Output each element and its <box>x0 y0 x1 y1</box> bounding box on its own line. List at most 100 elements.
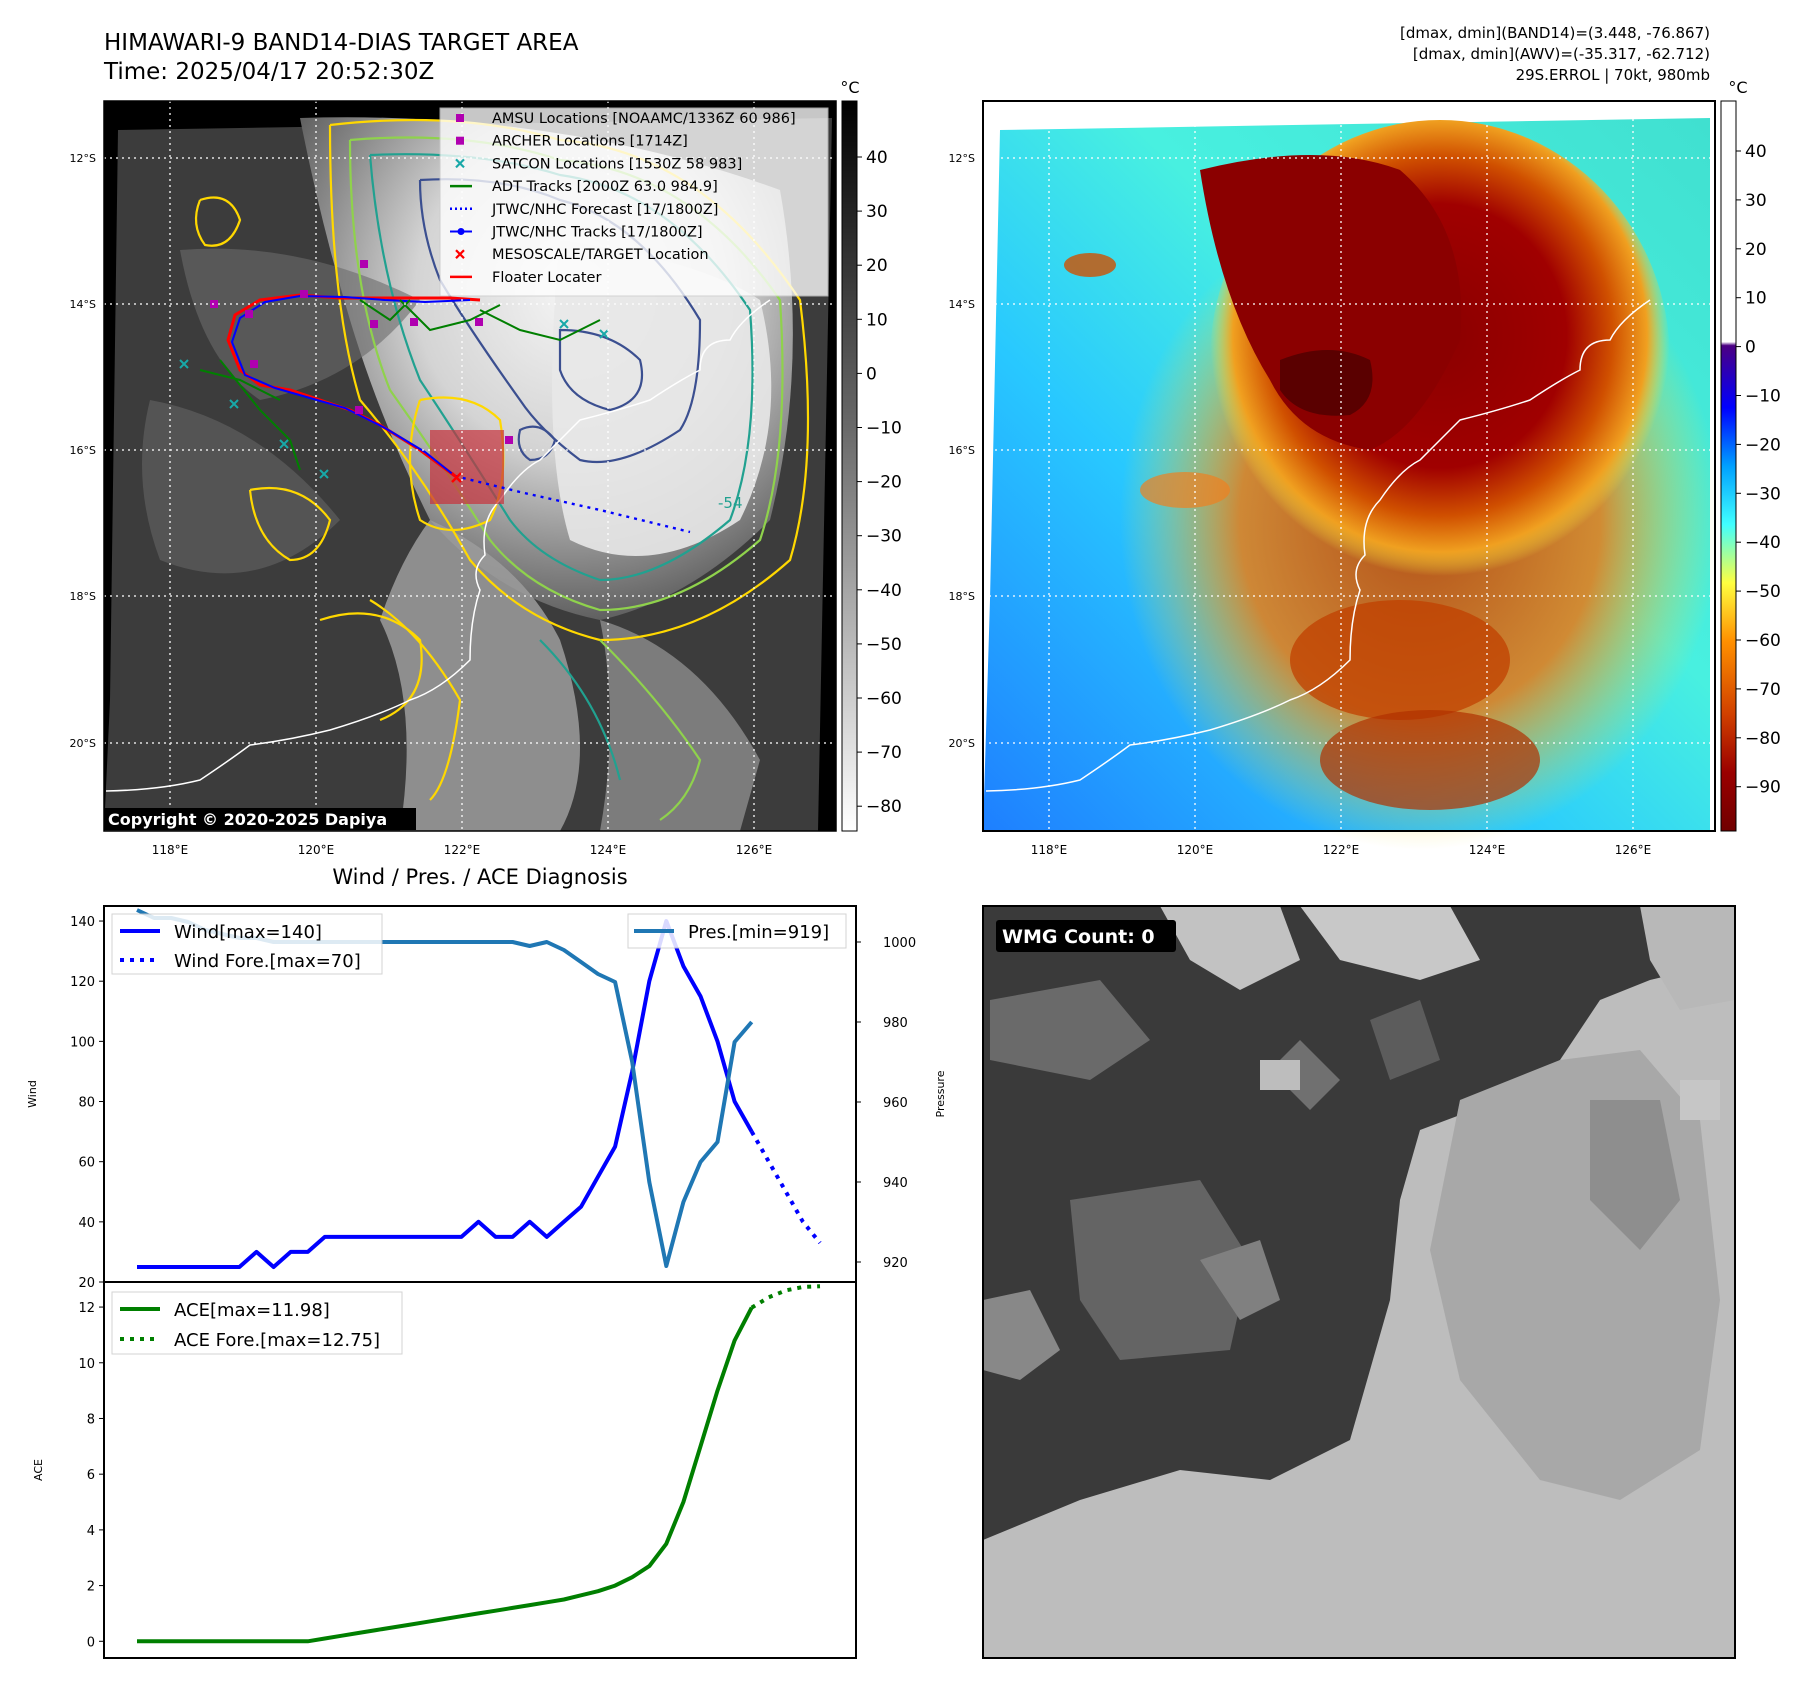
colorbar-tick-label: −30 <box>1745 484 1781 504</box>
colorbar-tick-label: −30 <box>866 527 902 547</box>
pressure-tick-label: 920 <box>883 1256 908 1271</box>
legend-label: Floater Locater <box>492 270 601 286</box>
ace-tick-label: 10 <box>78 1357 95 1372</box>
copyright-box <box>104 808 416 830</box>
lon-label: 122°E <box>444 843 481 857</box>
legend-entry: MESOSCALE/TARGET Location <box>455 247 709 263</box>
right-colorbar-ticks: 40 30 20 10 0 −10 −20 −30 −40 −50 −60 −70 −80 −90 <box>1736 142 1781 798</box>
colorbar-tick-label: −10 <box>866 419 902 439</box>
legend-entry: AMSU Locations [NOAAMC/1336Z 60 986] <box>456 111 796 127</box>
ace-tick-label: 2 <box>87 1580 95 1595</box>
colorbar-tick-label: 30 <box>866 202 888 222</box>
colorbar-tick-label: −20 <box>866 473 902 493</box>
colorbar-tick-label: 0 <box>1745 338 1756 358</box>
wind-tick-label: 120 <box>70 975 95 990</box>
colorbar-tick-label: 10 <box>866 310 888 330</box>
legend-label: JTWC/NHC Forecast [17/1800Z] <box>491 202 718 218</box>
wind-tick-label: 60 <box>78 1156 95 1171</box>
pressure-tick-label: 1000 <box>883 936 916 951</box>
lat-label: 18°S <box>949 590 975 603</box>
legend-label: ADT Tracks [2000Z 63.0 984.9] <box>492 179 718 195</box>
ace-forecast-series-line <box>750 1284 821 1310</box>
dmax-awv: [dmax, dmin](AWV)=(-35.317, -62.712) <box>1413 45 1710 63</box>
right-colorbar <box>1720 100 1737 832</box>
colorbar-tick-label: 20 <box>1745 240 1767 260</box>
lat-label: 12°S <box>70 152 96 165</box>
colorbar-tick-label: 40 <box>1745 142 1767 162</box>
lat-label: 20°S <box>949 737 975 750</box>
legend-marker <box>456 114 464 122</box>
wind-tick-label: 100 <box>70 1035 95 1050</box>
dmax-band14: [dmax, dmin](BAND14)=(3.448, -76.867) <box>1400 24 1710 42</box>
colorbar-tick-label: −70 <box>866 743 902 763</box>
lat-label: 16°S <box>70 444 96 457</box>
colorbar-tick-label: −40 <box>866 581 902 601</box>
copyright-text: Copyright © 2020-2025 Dapiya <box>108 810 387 829</box>
colorbar-tick-label: −40 <box>1745 533 1781 553</box>
legend-label: JTWC/NHC Tracks [17/1800Z] <box>491 225 703 241</box>
lon-label: 126°E <box>736 843 773 857</box>
right-colorbar-unit: °C <box>1728 78 1747 97</box>
map-axis-labels: 12°S 12°S 14°S 14°S 16°S 16°S 18°S 18°S 20°S 20°S… <box>70 152 1652 857</box>
legend-marker-dot <box>457 228 465 235</box>
pressure-legend-label: Pres.[min=919] <box>688 922 829 943</box>
lat-label: 14°S <box>70 298 96 311</box>
lon-label: 124°E <box>590 843 627 857</box>
diagnosis-title: Wind / Pres. / ACE Diagnosis <box>332 865 627 889</box>
wind-tick-label: 140 <box>70 915 95 930</box>
wind-legend-label: Wind[max=140] <box>174 922 322 943</box>
colorbar-tick-label: 30 <box>1745 191 1767 211</box>
figure-title: HIMAWARI-9 BAND14-DIAS TARGET AREA <box>104 30 579 56</box>
lon-label: 120°E <box>298 843 335 857</box>
colorbar-tick-label: −10 <box>1745 387 1781 407</box>
colorbar-tick-label: −70 <box>1745 680 1781 700</box>
wind-tick-label: 20 <box>78 1276 95 1291</box>
lon-label: 118°E <box>1031 843 1068 857</box>
lon-label: 124°E <box>1469 843 1506 857</box>
lat-label: 12°S <box>949 152 975 165</box>
pressure-tick-label: 940 <box>883 1176 908 1191</box>
storm-info: 29S.ERROL | 70kt, 980mb <box>1516 66 1710 84</box>
wmg-count-text: WMG Count: 0 <box>1002 926 1155 948</box>
legend-label: AMSU Locations [NOAAMC/1336Z 60 986] <box>492 111 796 127</box>
legend-marker <box>455 158 465 169</box>
ace-legend <box>111 1291 403 1355</box>
colorbar-tick-label: −50 <box>1745 582 1781 602</box>
ace-tick-label: 0 <box>87 1635 95 1650</box>
figure-time: Time: 2025/04/17 20:52:30Z <box>103 59 434 85</box>
wind-fore-legend-label: Wind Fore.[max=70] <box>174 951 361 972</box>
colorbar-tick-label: −20 <box>1745 435 1781 455</box>
lat-label: 16°S <box>949 444 975 457</box>
mesoscale-panel: WMG Count: 0 <box>982 905 1736 1659</box>
ace-series-line <box>137 1306 754 1644</box>
legend-marker <box>456 136 464 145</box>
lon-label: 122°E <box>1323 843 1360 857</box>
ace-tick-label: 12 <box>78 1301 95 1316</box>
ace-tick-label: 4 <box>87 1524 95 1539</box>
lon-label: 118°E <box>152 843 189 857</box>
colorbar-tick-label: −60 <box>1745 631 1781 651</box>
ace-panel: 0 2 4 6 8 10 12 ACE ACE[max=11.98] ACE Fore.[m… <box>32 1281 857 1659</box>
lon-label: 126°E <box>1615 843 1652 857</box>
legend-entry: ARCHER Locations [1714Z] <box>456 134 688 150</box>
colorbar-tick-label: 10 <box>1745 289 1767 309</box>
ace-tick-label: 8 <box>87 1412 95 1427</box>
map-legend: AMSU Locations [NOAAMC/1336Z 60 986] ARCH… <box>439 107 829 297</box>
left-colorbar-unit: °C <box>840 78 859 97</box>
colorbar-tick-label: −90 <box>1745 778 1781 798</box>
colorbar-tick-label: −80 <box>1745 729 1781 749</box>
legend-label: SATCON Locations [1530Z 58 983] <box>492 156 742 172</box>
wind-tick-label: 40 <box>78 1216 95 1231</box>
ace-tick-label: 6 <box>87 1468 95 1483</box>
wind-ylabel: Wind <box>26 1080 39 1108</box>
lat-label: 18°S <box>70 590 96 603</box>
pressure-tick-label: 980 <box>883 1016 908 1031</box>
left-colorbar <box>841 100 858 832</box>
legend-entry: JTWC/NHC Forecast [17/1800Z] <box>450 202 718 218</box>
wind-tick-label: 80 <box>78 1096 95 1111</box>
pressure-ylabel: Pressure <box>934 1070 947 1117</box>
wmg-count-box <box>996 920 1176 952</box>
colorbar-tick-label: −60 <box>866 689 902 709</box>
colorbar-tick-label: 40 <box>866 148 888 168</box>
lat-label: 14°S <box>949 298 975 311</box>
